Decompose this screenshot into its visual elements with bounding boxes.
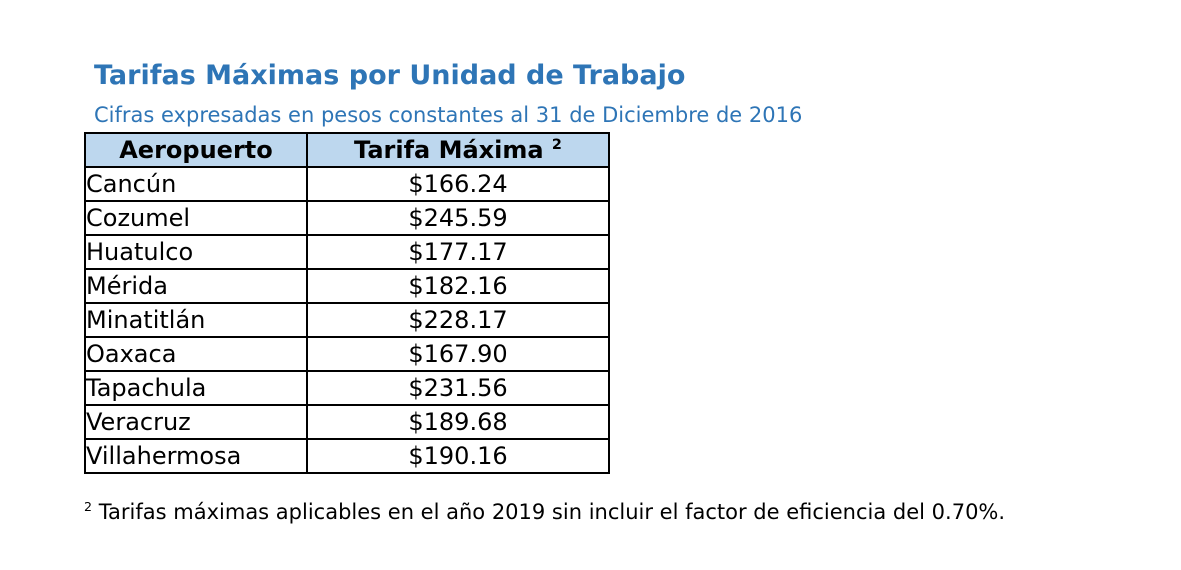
footnote: 2 Tarifas máximas aplicables en el año 2… [84,500,1005,524]
rate-cell: $177.17 [306,234,610,270]
table-row: Tapachula $231.56 [84,370,610,406]
airport-cell: Veracruz [84,404,308,440]
table-row: Mérida $182.16 [84,268,610,304]
table-row: Minatitlán $228.17 [84,302,610,338]
airport-cell: Cozumel [84,200,308,236]
table-header-row: Aeropuerto Tarifa Máxima 2 [84,132,610,168]
header-rate-label: Tarifa Máxima [354,136,544,164]
rate-cell: $231.56 [306,370,610,406]
rate-cell: $190.16 [306,438,610,474]
table-row: Huatulco $177.17 [84,234,610,270]
rate-cell: $166.24 [306,166,610,202]
table-row: Cancún $166.24 [84,166,610,202]
rates-table: Aeropuerto Tarifa Máxima 2 Cancún $166.2… [84,132,610,474]
page-title: Tarifas Máximas por Unidad de Trabajo [94,60,686,91]
header-airport: Aeropuerto [84,132,308,168]
rate-cell: $189.68 [306,404,610,440]
header-rate: Tarifa Máxima 2 [306,132,610,168]
header-rate-note-mark: 2 [551,137,562,153]
airport-cell: Tapachula [84,370,308,406]
footnote-mark: 2 [84,499,93,514]
table-row: Cozumel $245.59 [84,200,610,236]
airport-cell: Minatitlán [84,302,308,338]
airport-cell: Cancún [84,166,308,202]
table-row: Veracruz $189.68 [84,404,610,440]
airport-cell: Huatulco [84,234,308,270]
table-row: Villahermosa $190.16 [84,438,610,474]
page-subtitle: Cifras expresadas en pesos constantes al… [94,103,803,127]
table-row: Oaxaca $167.90 [84,336,610,372]
rate-cell: $182.16 [306,268,610,304]
rate-cell: $228.17 [306,302,610,338]
rate-cell: $167.90 [306,336,610,372]
footnote-text: Tarifas máximas aplicables en el año 201… [98,500,1006,524]
airport-cell: Villahermosa [84,438,308,474]
airport-cell: Oaxaca [84,336,308,372]
airport-cell: Mérida [84,268,308,304]
rate-cell: $245.59 [306,200,610,236]
